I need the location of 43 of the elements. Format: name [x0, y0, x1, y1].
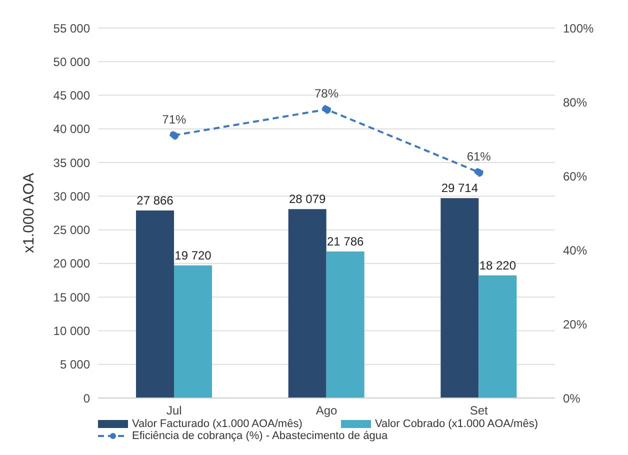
bar [174, 265, 212, 398]
y-axis-title: x1.000 AOA [20, 172, 38, 254]
point [170, 130, 179, 140]
data-label: 78% [314, 86, 339, 100]
y-tick-label: 25 000 [53, 223, 90, 238]
y2-tick-label: 60% [563, 169, 588, 184]
data-label: 21 786 [326, 234, 364, 248]
data-label: 18 220 [479, 258, 516, 272]
bar [326, 251, 364, 398]
x-tick-label: Jul [166, 404, 182, 418]
y-tick-label: 30 000 [53, 189, 90, 204]
x-tick-label: Ago [316, 404, 338, 418]
point [474, 168, 484, 177]
y2-tick-label: 80% [563, 95, 588, 110]
y2-tick-label: 20% [563, 317, 588, 332]
bar [440, 198, 479, 398]
y2-tick-label: 40% [563, 243, 588, 258]
data-label: 27 866 [136, 194, 174, 208]
y-tick-label: 55 000 [53, 21, 90, 36]
y-tick-label: 50 000 [53, 54, 90, 69]
y-tick-label: 10 000 [53, 324, 90, 338]
bar [478, 275, 517, 398]
y-tick-label: 15 000 [53, 290, 90, 304]
data-label: 71% [162, 112, 186, 126]
data-label: 29 714 [441, 181, 478, 196]
y-tick-label: 45 000 [53, 88, 90, 103]
bar [288, 209, 326, 398]
y-tick-label: 5 000 [60, 358, 90, 372]
y-tick-label: 20 000 [53, 256, 90, 271]
point [322, 104, 331, 114]
y2-tick-label: 100% [563, 21, 594, 36]
legend-label: Valor Facturado (x1.000 AOA/mês) [132, 418, 302, 430]
legend-label: Eficiência de cobrança (%) - Abastecimento de água [132, 430, 388, 442]
data-label: 61% [466, 149, 492, 164]
data-label: 19 720 [174, 248, 212, 262]
bar [136, 210, 174, 398]
x-tick-label: Set [470, 404, 489, 418]
data-label: 28 079 [288, 192, 326, 206]
y-tick-label: 35 000 [53, 156, 90, 170]
legend-label: Valor Cobrado (x1.000 AOA/mês) [374, 418, 538, 430]
y-tick-label: 0 [83, 391, 90, 406]
y2-tick-label: 0% [563, 391, 581, 406]
y-tick-label: 40 000 [53, 122, 90, 136]
